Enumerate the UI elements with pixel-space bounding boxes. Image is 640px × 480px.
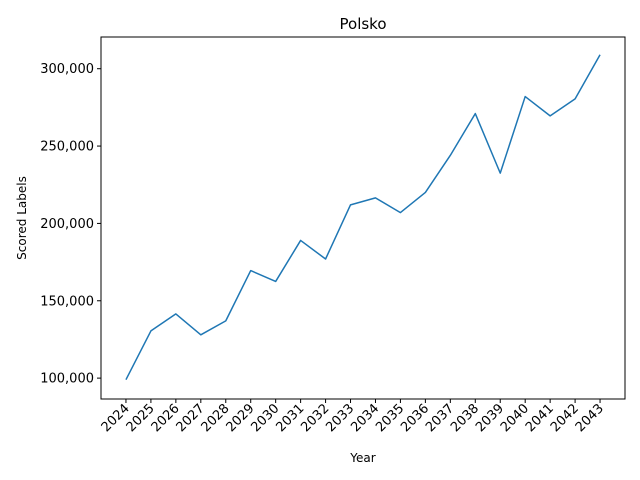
y-tick-label: 300,000: [40, 62, 94, 77]
plot-area: [100, 36, 626, 400]
y-tick-label: 150,000: [40, 294, 94, 309]
x-axis-label: Year: [349, 451, 375, 465]
y-tick-label: 200,000: [40, 217, 94, 232]
y-tick-label: 100,000: [40, 372, 94, 387]
y-tick-label: 250,000: [40, 140, 94, 155]
series-line-0: [125, 54, 601, 381]
y-axis: 100,000 150,000 200,000 250,000 300,000: [40, 62, 101, 387]
chart-title: Polsko: [340, 15, 387, 33]
y-axis-label: Scored Labels: [15, 176, 29, 260]
axes-frame: [100, 36, 626, 400]
